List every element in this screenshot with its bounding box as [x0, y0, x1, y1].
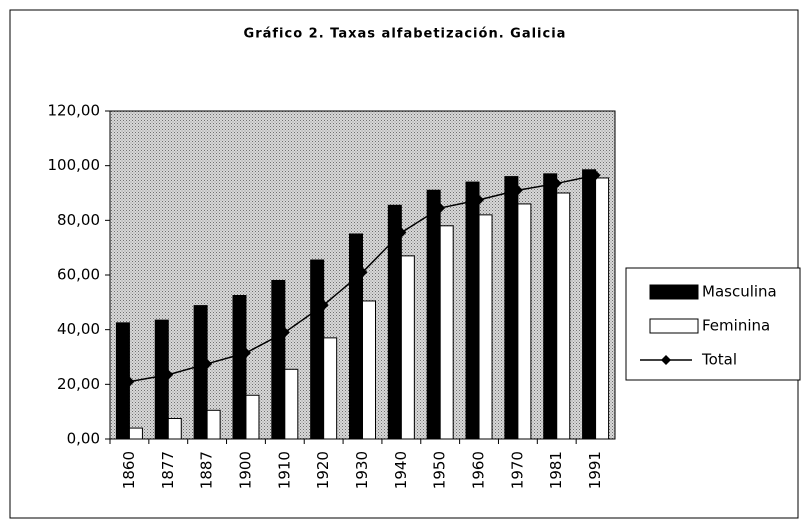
bar — [400, 255, 415, 440]
bar — [543, 173, 558, 440]
y-tick-label: 80,00 — [57, 211, 100, 229]
legend-swatch — [649, 284, 699, 300]
line-marker — [551, 178, 562, 189]
y-tick-label: 0,00 — [67, 430, 100, 448]
bar — [439, 225, 454, 440]
bar — [154, 319, 169, 440]
bar — [362, 300, 376, 440]
x-tick-label: 1981 — [547, 451, 565, 489]
bar — [582, 169, 597, 440]
legend-swatch — [649, 318, 699, 334]
bar — [517, 203, 532, 440]
bar — [284, 368, 299, 440]
bar — [232, 295, 247, 440]
line-marker — [357, 267, 368, 278]
line-marker — [396, 227, 407, 238]
x-tick-label: 1950 — [431, 451, 449, 489]
line-marker — [590, 170, 601, 181]
y-tick-label: 20,00 — [57, 375, 100, 393]
x-tick-label: 1910 — [275, 451, 293, 489]
y-tick-label: 120,00 — [48, 102, 101, 120]
chart-title: Gráfico 2. Taxas alfabetización. Galicia — [244, 27, 567, 42]
bar — [426, 189, 441, 440]
bar — [128, 427, 143, 440]
x-tick-label: 1960 — [470, 451, 488, 489]
bar — [349, 233, 363, 440]
legend-label: Masculina — [702, 283, 777, 301]
bar — [387, 204, 402, 440]
x-tick-label: 1860 — [120, 451, 138, 489]
y-tick-label: 60,00 — [57, 266, 100, 284]
legend-label: Total — [701, 351, 737, 369]
x-tick-label: 1991 — [586, 451, 604, 489]
line-marker — [435, 203, 446, 214]
x-tick-label: 1930 — [353, 451, 371, 489]
bar — [245, 394, 260, 440]
y-tick-label: 40,00 — [57, 320, 100, 338]
x-tick-label: 1877 — [159, 451, 177, 489]
bar — [271, 279, 286, 440]
line-marker — [279, 327, 290, 338]
x-tick-label: 1920 — [314, 451, 332, 489]
bar — [556, 192, 571, 440]
bar — [478, 214, 493, 440]
line-marker — [202, 358, 213, 369]
bar — [310, 259, 325, 440]
x-tick-label: 1900 — [236, 451, 254, 489]
line-marker — [163, 369, 174, 380]
line-marker — [240, 347, 251, 358]
y-tick-label: 100,00 — [48, 156, 101, 174]
bar — [167, 418, 182, 440]
x-tick-label: 1940 — [392, 451, 410, 489]
line-marker — [124, 376, 135, 387]
bar — [193, 305, 208, 440]
legend-label: Feminina — [702, 317, 770, 335]
bar — [206, 409, 221, 440]
legend-marker — [661, 355, 671, 365]
line-marker — [474, 194, 485, 205]
bar — [465, 181, 480, 440]
line-marker — [318, 300, 329, 311]
line-marker — [512, 185, 523, 196]
bar — [504, 176, 519, 440]
x-tick-label: 1887 — [198, 451, 216, 489]
x-tick-label: 1970 — [508, 451, 526, 489]
bar — [323, 337, 338, 440]
bar — [595, 177, 610, 440]
